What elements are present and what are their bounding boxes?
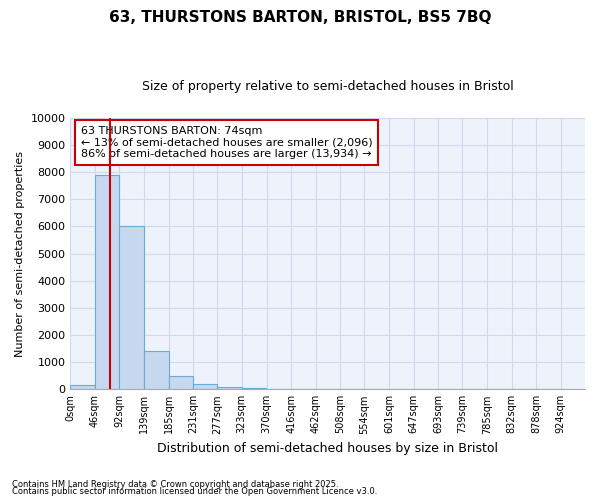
Bar	[70, 385, 95, 390]
Text: Contains HM Land Registry data © Crown copyright and database right 2025.: Contains HM Land Registry data © Crown c…	[12, 480, 338, 489]
Bar	[169, 376, 193, 390]
Bar	[119, 226, 143, 390]
Bar	[242, 388, 266, 390]
Title: Size of property relative to semi-detached houses in Bristol: Size of property relative to semi-detach…	[142, 80, 514, 93]
X-axis label: Distribution of semi-detached houses by size in Bristol: Distribution of semi-detached houses by …	[157, 442, 498, 455]
Text: 63, THURSTONS BARTON, BRISTOL, BS5 7BQ: 63, THURSTONS BARTON, BRISTOL, BS5 7BQ	[109, 10, 491, 25]
Y-axis label: Number of semi-detached properties: Number of semi-detached properties	[15, 150, 25, 356]
Bar	[95, 175, 119, 390]
Bar	[144, 352, 169, 390]
Text: Contains public sector information licensed under the Open Government Licence v3: Contains public sector information licen…	[12, 487, 377, 496]
Bar	[193, 384, 217, 390]
Text: 63 THURSTONS BARTON: 74sqm
← 13% of semi-detached houses are smaller (2,096)
86%: 63 THURSTONS BARTON: 74sqm ← 13% of semi…	[81, 126, 373, 159]
Bar	[217, 386, 242, 390]
